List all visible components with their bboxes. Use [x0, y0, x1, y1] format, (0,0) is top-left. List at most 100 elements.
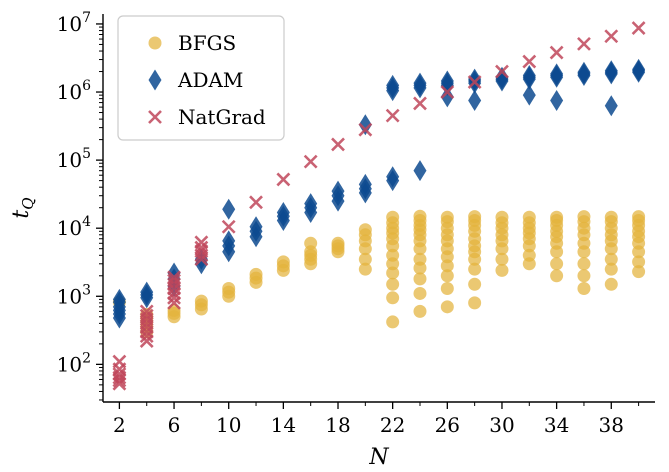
bfgs-point	[440, 282, 454, 296]
bfgs-point	[440, 259, 454, 273]
bfgs-point	[495, 263, 509, 277]
bfgs-point	[249, 267, 263, 281]
natgrad-point	[413, 96, 427, 111]
natgrad-point	[631, 21, 646, 35]
legend-entry-natgrad: NatGrad	[148, 105, 266, 129]
adam-point	[495, 66, 509, 88]
bfgs-point	[468, 277, 482, 291]
bfgs-point	[222, 282, 236, 296]
bfgs-point	[522, 210, 536, 224]
adam-point	[331, 180, 345, 202]
x-axis-label: N	[368, 445, 389, 470]
bfgs-point	[604, 262, 618, 276]
bfgs-point	[577, 269, 591, 283]
x-tick-label: 2	[113, 413, 126, 437]
bfgs-point	[440, 210, 454, 224]
bfgs-point	[413, 304, 427, 318]
y-tick-label: 107	[57, 10, 91, 36]
bfgs-point	[358, 223, 372, 237]
natgrad-point	[604, 29, 619, 44]
bfgs-point	[358, 262, 372, 276]
adam-point	[522, 84, 536, 106]
bfgs-point	[550, 210, 564, 224]
y-ticks: 102 103 104 105 106 107	[57, 10, 103, 401]
natgrad-point	[577, 36, 591, 51]
x-tick-label: 30	[489, 413, 514, 437]
x-tick-label: 14	[271, 413, 296, 437]
legend-label: NatGrad	[178, 105, 266, 129]
bfgs-point	[550, 257, 564, 271]
bfgs-point	[468, 262, 482, 276]
bfgs-point	[468, 296, 482, 310]
adam-point	[604, 60, 618, 82]
y-tick-label: 103	[57, 282, 91, 308]
natgrad-point	[167, 273, 181, 288]
natgrad-point	[112, 354, 127, 369]
natgrad-point	[167, 270, 181, 285]
y-axis-label: tQ	[9, 197, 37, 218]
adam-point	[550, 90, 564, 112]
bfgs-point	[386, 277, 400, 291]
natgrad-point	[194, 235, 209, 250]
natgrad-point	[139, 308, 154, 323]
adam-point	[550, 63, 564, 85]
bfgs-point	[604, 252, 618, 266]
adam-point	[304, 193, 318, 215]
adam-point	[522, 64, 536, 86]
adam-point	[358, 114, 372, 136]
bfgs-point	[468, 210, 482, 224]
bfgs-point	[604, 277, 618, 291]
x-tick-label: 6	[168, 413, 181, 437]
x-tick-label: 34	[544, 413, 569, 437]
legend-marker-bfgs	[148, 36, 162, 50]
bfgs-point	[577, 257, 591, 271]
bfgs-point	[632, 255, 646, 269]
series-bfgs	[112, 209, 646, 339]
natgrad-point	[276, 172, 291, 187]
legend-label: BFGS	[178, 31, 236, 55]
legend-entry-adam: ADAM	[148, 68, 243, 92]
natgrad-point	[467, 75, 482, 90]
x-tick-label: 10	[216, 413, 241, 437]
x-ticks: 2 6 10 14 18 22 26 30 34 38	[113, 402, 640, 437]
adam-point	[276, 202, 290, 224]
natgrad-point	[139, 304, 154, 319]
bfgs-point	[331, 236, 345, 250]
adam-point	[468, 90, 482, 112]
bfgs-point	[577, 210, 591, 224]
bfgs-point	[495, 252, 509, 266]
bfgs-point	[577, 282, 591, 296]
bfgs-point	[632, 210, 646, 224]
bfgs-point	[304, 236, 318, 250]
natgrad-point	[358, 122, 373, 137]
adam-point	[413, 72, 427, 94]
legend-marker-natgrad	[148, 110, 162, 124]
legend-entry-bfgs: BFGS	[148, 31, 236, 55]
natgrad-point	[331, 137, 345, 152]
x-tick-label: 38	[599, 413, 624, 437]
bfgs-point	[550, 269, 564, 283]
bfgs-point	[386, 210, 400, 224]
natgrad-point	[440, 85, 455, 99]
adam-point	[112, 288, 126, 310]
x-tick-label: 18	[325, 413, 350, 437]
adam-point	[249, 216, 263, 238]
y-tick-label: 104	[57, 214, 91, 240]
bfgs-point	[522, 248, 536, 262]
adam-point	[604, 95, 618, 117]
legend-marker-adam	[148, 69, 162, 91]
bfgs-point	[386, 248, 400, 262]
adam-point	[140, 281, 154, 303]
adam-point	[577, 61, 591, 83]
y-tick-label: 106	[57, 78, 91, 104]
adam-point	[440, 70, 454, 92]
adam-point	[222, 230, 236, 252]
y-tick-label: 105	[57, 146, 91, 172]
y-tick-label: 102	[57, 350, 91, 376]
natgrad-point	[249, 195, 263, 210]
bfgs-point	[440, 300, 454, 314]
natgrad-point	[194, 240, 209, 255]
adam-point	[358, 173, 372, 195]
natgrad-point	[303, 154, 318, 169]
